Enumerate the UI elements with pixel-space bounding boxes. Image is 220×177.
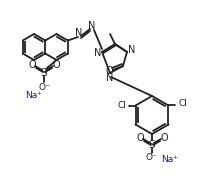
Text: O⁻: O⁻ (38, 82, 50, 92)
Text: Cl: Cl (178, 99, 187, 108)
Text: N: N (106, 73, 114, 83)
Text: O: O (105, 66, 113, 76)
Text: O⁻: O⁻ (145, 153, 157, 161)
Text: S: S (149, 140, 155, 150)
Text: S: S (41, 68, 47, 78)
Text: N: N (75, 28, 83, 38)
Text: O: O (28, 60, 36, 70)
Text: Cl: Cl (117, 101, 126, 110)
Text: N: N (88, 21, 96, 31)
Text: Na⁺: Na⁺ (26, 92, 42, 101)
Text: O: O (52, 60, 60, 70)
Text: N: N (94, 48, 102, 58)
Text: O: O (136, 133, 144, 143)
Text: N: N (128, 45, 136, 55)
Text: Na⁺: Na⁺ (161, 155, 178, 164)
Text: O: O (160, 133, 168, 143)
